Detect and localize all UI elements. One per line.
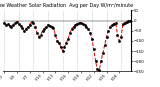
Text: Milwaukee Weather Solar Radiation  Avg per Day W/m²/minute: Milwaukee Weather Solar Radiation Avg pe… [0,3,133,8]
